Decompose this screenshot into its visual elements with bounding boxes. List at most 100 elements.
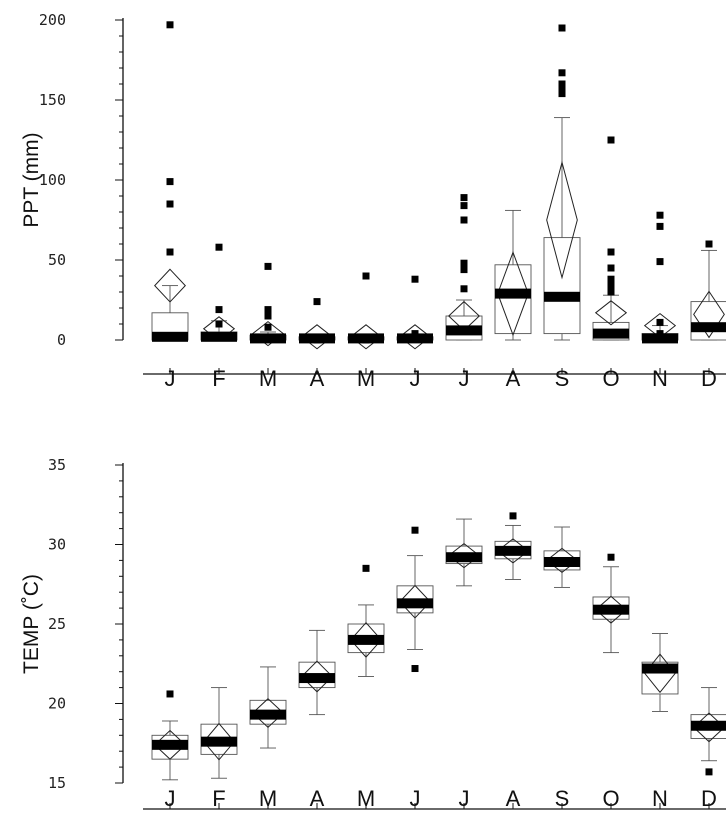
mean-marker [693, 290, 725, 339]
outlier-point [411, 665, 419, 673]
median-bar [495, 545, 531, 556]
outlier-point [313, 336, 321, 344]
median-bar [397, 598, 433, 609]
outlier-point [166, 200, 174, 208]
month-label: J [165, 366, 176, 391]
y-tick-label: 0 [57, 331, 66, 349]
month-label: J [410, 786, 421, 811]
month-label: D [701, 786, 717, 811]
y-tick-label: 15 [48, 774, 66, 792]
mean-marker [154, 268, 186, 303]
y-tick-label: 150 [39, 91, 66, 109]
outlier-point [460, 202, 468, 210]
median-bar [250, 333, 286, 344]
month-label: M [259, 366, 277, 391]
mean-marker [203, 722, 235, 761]
y-tick-label: 50 [48, 251, 66, 269]
median-bar [691, 322, 726, 333]
month-label: M [259, 786, 277, 811]
mean-marker [300, 660, 334, 693]
month-label: M [357, 366, 375, 391]
outlier-point [460, 285, 468, 293]
iqr-box [690, 301, 726, 341]
iqr-box [494, 264, 532, 335]
outlier-point [460, 266, 468, 274]
y-axis-title: TEMP (˚C) [20, 574, 43, 674]
outlier-point [607, 248, 615, 256]
outlier-point [166, 248, 174, 256]
mean-marker [594, 300, 628, 326]
outlier-point [558, 80, 566, 88]
month-label: F [212, 366, 225, 391]
mean-marker [300, 324, 334, 350]
iqr-box [543, 237, 581, 335]
median-bar [593, 604, 629, 615]
median-bar [446, 325, 482, 336]
outlier-point [460, 216, 468, 224]
median-bar [544, 291, 580, 302]
median-bar [152, 331, 188, 342]
mean-marker [497, 250, 529, 337]
outlier-point [264, 306, 272, 314]
outlier-point [607, 136, 615, 144]
mean-marker [399, 584, 431, 619]
median-bar [642, 663, 678, 674]
mean-marker [349, 324, 383, 350]
median-bar [397, 333, 433, 344]
outlier-point [656, 211, 664, 219]
outlier-point [166, 690, 174, 698]
outlier-point [411, 275, 419, 283]
month-label: A [506, 786, 521, 811]
month-label: D [701, 366, 717, 391]
median-bar [691, 720, 726, 731]
outlier-point [411, 526, 419, 534]
median-bar [250, 709, 286, 720]
precipitation-panel: 0 50 100 150 200 PPT (mm) J F M A M J J A S O N D [20, 11, 726, 391]
temperature-panel: 15 20 25 30 35 TEMP (˚C) J F M A M J J A S O N D [20, 456, 726, 811]
mean-marker [350, 621, 382, 658]
outlier-point [607, 264, 615, 272]
outlier-point [215, 320, 223, 328]
outlier-point [705, 240, 713, 248]
outlier-point [411, 330, 419, 338]
outlier-point [607, 553, 615, 561]
outlier-point [313, 298, 321, 306]
outlier-point [264, 262, 272, 270]
y-tick-label: 30 [48, 536, 66, 554]
median-bar [495, 288, 531, 299]
outlier-point [656, 222, 664, 230]
mean-marker [398, 324, 432, 350]
outlier-point [264, 323, 272, 331]
outlier-point [264, 312, 272, 320]
outlier-point [558, 90, 566, 98]
outlier-point [656, 258, 664, 266]
month-label: J [459, 786, 470, 811]
month-label: S [555, 786, 570, 811]
outlier-point [166, 21, 174, 29]
median-bar [348, 634, 384, 645]
mean-marker [251, 320, 285, 347]
y-axis-title: PPT (mm) [20, 132, 43, 227]
month-label: J [459, 366, 470, 391]
mean-marker [545, 547, 579, 574]
outlier-point [362, 272, 370, 280]
outlier-point [362, 564, 370, 572]
y-tick-label: 25 [48, 615, 66, 633]
month-label: J [410, 366, 421, 391]
month-label: A [310, 786, 325, 811]
month-label: N [652, 366, 668, 391]
month-label: O [602, 366, 619, 391]
month-label: M [357, 786, 375, 811]
outlier-point [607, 288, 615, 296]
mean-marker [447, 542, 481, 569]
month-label: J [165, 786, 176, 811]
outlier-point [558, 85, 566, 93]
month-label: A [310, 366, 325, 391]
outlier-point [607, 282, 615, 290]
median-bar [152, 739, 188, 750]
outlier-point [460, 194, 468, 202]
y-tick-label: 35 [48, 456, 66, 474]
median-bar [446, 552, 482, 563]
y-tick-label: 100 [39, 171, 66, 189]
